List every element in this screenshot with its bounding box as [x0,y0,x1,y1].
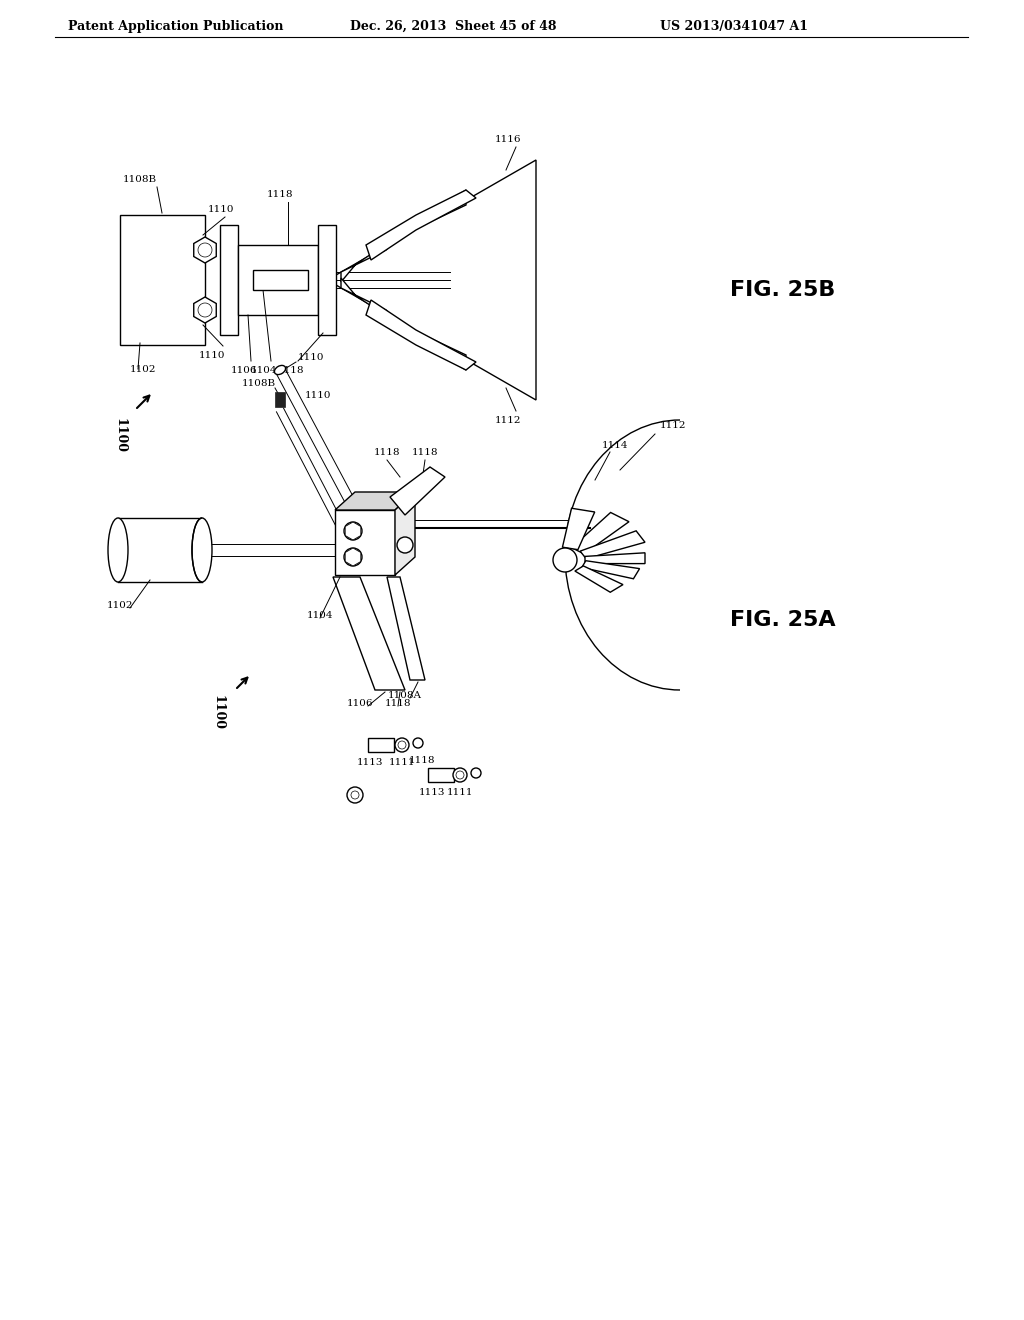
Circle shape [413,738,423,748]
Polygon shape [571,512,629,554]
Text: 1102: 1102 [106,601,133,610]
Text: FIG. 25A: FIG. 25A [730,610,836,630]
Polygon shape [390,467,445,515]
Text: 1118: 1118 [412,447,438,457]
Polygon shape [366,300,476,370]
Polygon shape [562,508,595,549]
Text: Patent Application Publication: Patent Application Publication [68,20,284,33]
Bar [335,510,395,576]
Text: 1118: 1118 [266,190,293,199]
Polygon shape [341,190,466,282]
Text: 1108B: 1108B [242,379,276,388]
Text: 1110: 1110 [199,351,225,360]
Polygon shape [194,238,216,263]
Text: 1104: 1104 [307,611,333,620]
Text: 1113: 1113 [356,758,383,767]
Bar [428,768,454,781]
Polygon shape [275,392,285,407]
Text: 1118: 1118 [278,366,304,375]
Text: 1100: 1100 [211,696,224,730]
Polygon shape [341,279,466,370]
Polygon shape [335,492,415,510]
Text: 1118: 1118 [409,756,435,766]
Polygon shape [345,548,360,566]
Text: 1110: 1110 [305,391,332,400]
Text: 1102: 1102 [130,366,157,374]
Text: 1108B: 1108B [123,176,157,183]
Circle shape [397,537,413,553]
Text: 1108A: 1108A [388,690,422,700]
Text: 1111: 1111 [389,758,416,767]
Bar [368,738,394,752]
Text: 1106: 1106 [347,700,374,708]
Bar [120,215,205,345]
Circle shape [344,548,362,566]
Text: FIG. 25B: FIG. 25B [730,280,836,300]
Circle shape [456,771,464,779]
Text: 1118: 1118 [385,700,412,708]
Polygon shape [336,160,536,400]
Circle shape [344,521,362,540]
Text: 1111: 1111 [446,788,473,797]
Polygon shape [194,297,216,323]
Text: 1114: 1114 [602,441,629,450]
Circle shape [471,768,481,777]
Text: Dec. 26, 2013  Sheet 45 of 48: Dec. 26, 2013 Sheet 45 of 48 [350,20,556,33]
Ellipse shape [193,517,212,582]
Polygon shape [395,492,415,576]
Ellipse shape [108,517,128,582]
Text: 1112: 1112 [660,421,686,430]
Bar [318,224,336,335]
Text: 1116: 1116 [495,135,521,144]
Polygon shape [582,561,640,578]
Bar [220,224,238,335]
Text: 1118: 1118 [374,447,400,457]
Text: US 2013/0341047 A1: US 2013/0341047 A1 [660,20,808,33]
Text: 1106: 1106 [230,366,257,375]
Polygon shape [333,577,406,690]
Circle shape [453,768,467,781]
Circle shape [198,243,212,257]
Text: 1110: 1110 [208,205,234,214]
Polygon shape [581,531,645,558]
Circle shape [553,548,577,572]
Bar [238,246,318,315]
Polygon shape [585,553,645,564]
Text: 1104: 1104 [251,366,278,375]
Text: 1113: 1113 [419,788,445,797]
Polygon shape [574,566,623,593]
Ellipse shape [274,366,286,375]
Circle shape [395,738,409,752]
Polygon shape [387,577,425,680]
Polygon shape [366,190,476,260]
Bar [253,271,308,290]
Circle shape [398,741,406,748]
Text: 1112: 1112 [495,416,521,425]
Circle shape [351,791,359,799]
Circle shape [347,787,362,803]
Circle shape [198,304,212,317]
Text: 1100: 1100 [113,418,126,453]
Text: 1110: 1110 [298,352,325,362]
Polygon shape [345,521,360,540]
